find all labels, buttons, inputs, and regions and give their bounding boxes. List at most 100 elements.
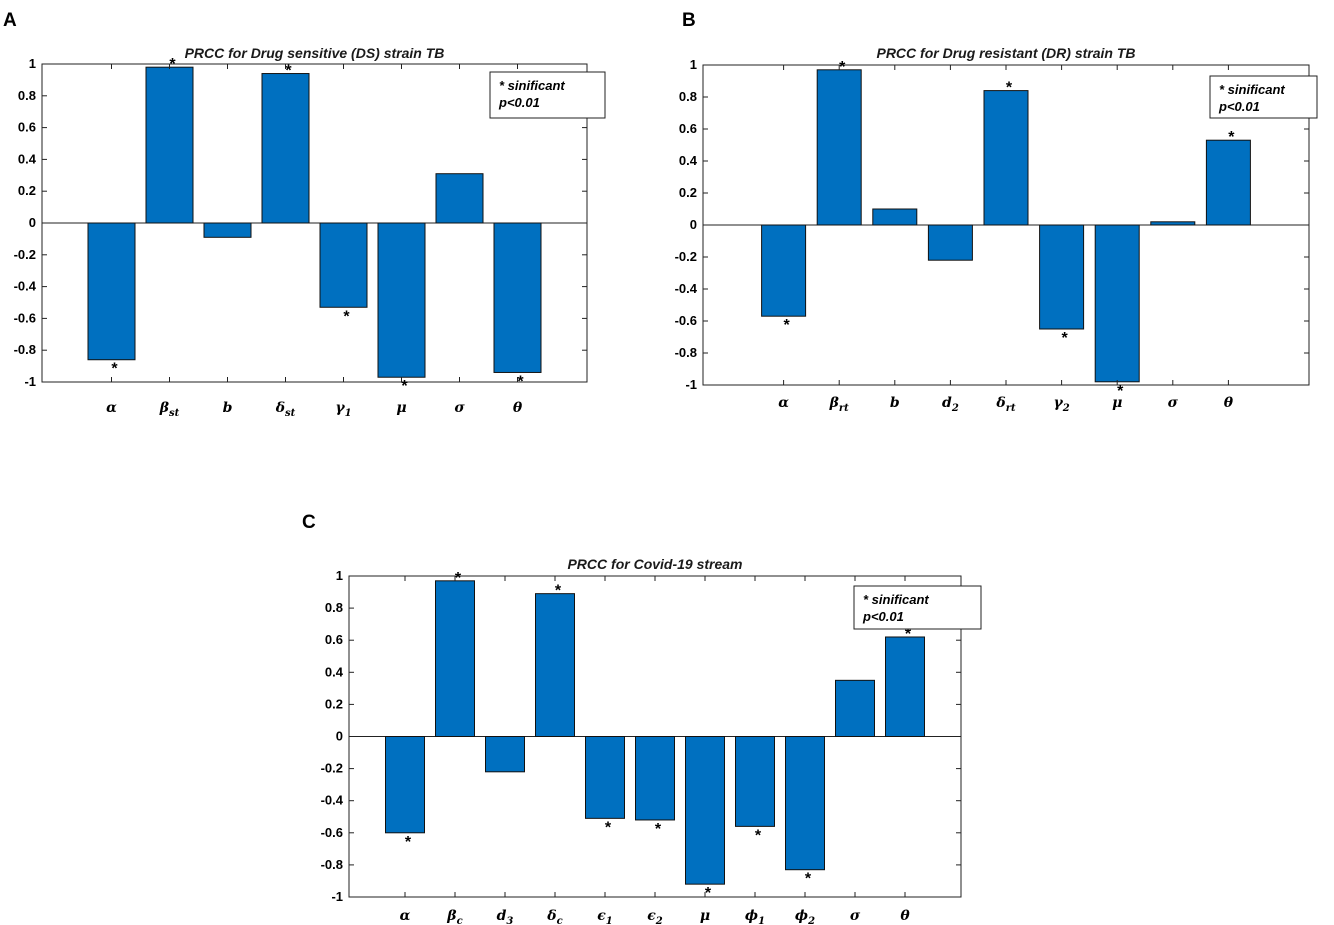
y-tick-label: -0.6	[321, 825, 343, 840]
legend-box	[853, 585, 982, 630]
y-tick-label: -1	[685, 377, 697, 392]
bar	[835, 679, 875, 738]
x-tick-label: βc	[446, 908, 462, 925]
x-tick-label: μ	[700, 908, 710, 924]
bar	[1094, 224, 1140, 383]
bar	[635, 736, 675, 821]
x-tick-label: γ1	[335, 400, 351, 419]
legend-text: p<0.01	[1218, 99, 1260, 114]
y-tick-label: 0.4	[679, 153, 698, 168]
x-tick-label: σ	[850, 908, 861, 924]
bar	[983, 90, 1029, 226]
significance-star: *	[455, 570, 462, 587]
legend-box	[1209, 75, 1318, 119]
y-tick-label: 0.6	[18, 120, 36, 135]
y-tick-label: 0.8	[18, 88, 36, 103]
chart-title: PRCC for Covid-19 stream	[567, 556, 742, 572]
bar	[385, 736, 425, 834]
significance-star: *	[1228, 129, 1235, 146]
y-tick-label: 1	[336, 568, 343, 583]
chart-panel-c: C PRCC for Covid-19 stream 1 0.8 0.6 0.4 0.2 0 -…	[302, 512, 982, 925]
bar	[485, 736, 525, 773]
significance-star: *	[343, 308, 350, 325]
significance-star: *	[169, 56, 176, 73]
x-tick-label: σ	[454, 400, 465, 416]
y-tick-label: 0	[336, 729, 343, 744]
legend: * sinificant p<0.01	[1209, 75, 1318, 119]
y-tick-label: 0.8	[325, 600, 343, 615]
x-tick-label: ϵ1	[597, 908, 613, 925]
bar	[435, 580, 475, 737]
y-tick-label: -0.8	[14, 342, 36, 357]
x-tick-label: δst	[275, 400, 296, 419]
y-tick-label: 0.2	[325, 696, 343, 711]
x-tick-label: σ	[1168, 395, 1179, 411]
y-tick-label: -0.2	[14, 247, 36, 262]
y-tick-label: 0.4	[325, 664, 344, 679]
x-tick-label: α	[778, 395, 789, 411]
y-tick-label: 1	[690, 57, 697, 72]
y-tick-label: -0.2	[675, 249, 697, 264]
bar	[377, 222, 426, 378]
y-tick-label: -0.4	[675, 281, 698, 296]
bar	[785, 736, 825, 871]
chart-title: PRCC for Drug sensitive (DS) strain TB	[185, 45, 445, 61]
bar	[735, 736, 775, 827]
y-tick-label: -0.2	[321, 761, 343, 776]
significance-star: *	[401, 378, 408, 395]
significance-star: *	[755, 827, 762, 844]
significance-star: *	[555, 583, 562, 600]
y-tick-label: 0.4	[18, 151, 37, 166]
y-tick-label: 0	[690, 217, 697, 232]
bar	[927, 224, 973, 261]
x-tick-label: α	[400, 908, 411, 924]
legend: * sinificant p<0.01	[853, 585, 982, 630]
significance-star: *	[655, 821, 662, 838]
bar	[319, 222, 368, 308]
significance-star: *	[605, 819, 612, 836]
bar	[145, 66, 194, 224]
x-tick-label: δc	[546, 908, 562, 925]
significance-star: *	[839, 59, 846, 76]
x-tick-label: γ2	[1053, 395, 1069, 414]
x-tick-label: βst	[159, 400, 180, 419]
significance-star: *	[905, 626, 912, 643]
y-tick-label: -0.4	[14, 279, 37, 294]
chart-title: PRCC for Drug resistant (DR) strain TB	[876, 45, 1135, 61]
y-tick-label: -0.4	[321, 793, 344, 808]
bar	[1039, 224, 1085, 330]
bar	[493, 222, 542, 373]
y-tick-label: -1	[24, 374, 36, 389]
bar	[1205, 139, 1251, 226]
legend-box	[489, 71, 606, 119]
x-tick-label: ϕ2	[795, 908, 815, 925]
significance-star: *	[517, 373, 524, 390]
x-tick-label: ϕ1	[745, 908, 765, 925]
x-tick-label: ϵ2	[647, 908, 663, 925]
x-tick-label: b	[223, 400, 233, 416]
panel-letter: A	[3, 10, 17, 31]
legend-text: * sinificant	[1219, 82, 1285, 97]
panel-letter: B	[682, 10, 696, 31]
x-tick-label: d3	[497, 908, 514, 925]
x-tick-label: δrt	[995, 395, 1016, 414]
y-tick-label: 0.2	[679, 185, 697, 200]
y-tick-label: 0	[29, 215, 36, 230]
significance-star: *	[285, 63, 292, 80]
x-tick-label: α	[106, 400, 117, 416]
significance-star: *	[1006, 80, 1013, 97]
x-tick-label: θ	[1224, 395, 1234, 411]
x-tick-label: μ	[396, 400, 406, 416]
significance-star: *	[805, 871, 812, 888]
bar	[535, 593, 575, 738]
y-tick-label: 1	[29, 56, 36, 71]
x-tick-label: θ	[513, 400, 523, 416]
chart-panel-a: A PRCC for Drug sensitive (DS) strain TB 1…	[3, 10, 606, 419]
bar	[203, 222, 252, 238]
panel-letter: C	[302, 512, 316, 533]
legend-text: p<0.01	[498, 95, 540, 110]
x-tick-label: θ	[900, 908, 910, 924]
significance-star: *	[111, 361, 118, 378]
bar	[87, 222, 136, 361]
